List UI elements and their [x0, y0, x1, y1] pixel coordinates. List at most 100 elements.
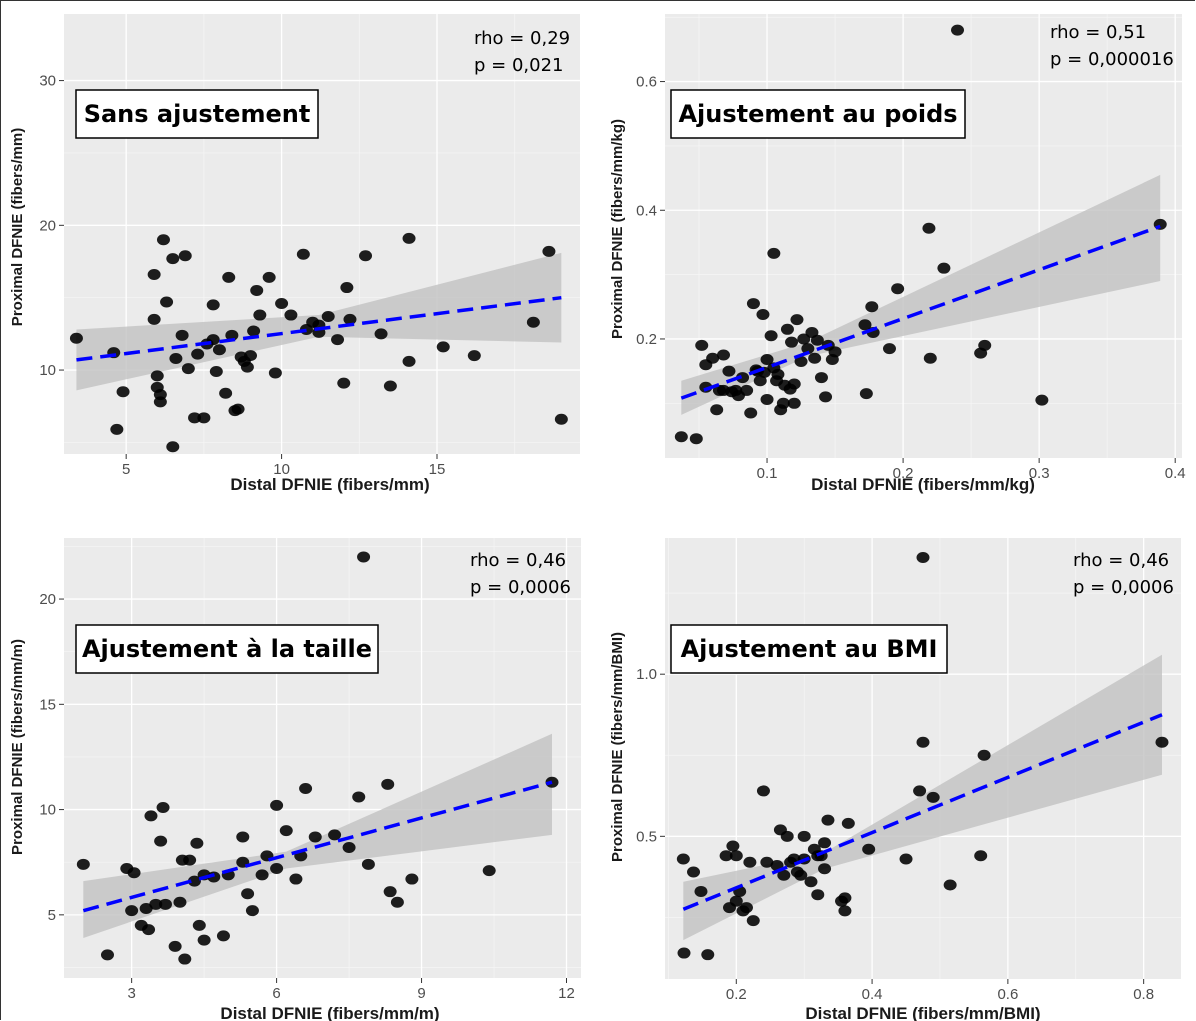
data-point [125, 905, 139, 917]
data-point [342, 841, 356, 853]
y-tick-label: 10 [39, 362, 56, 379]
data-point [110, 423, 124, 435]
data-point [212, 344, 226, 356]
panel-ajustement-bmi: 0.2 0.4 0.6 0.8 0.5 1.0 Ajustement au BMI rho =… [609, 538, 1181, 1021]
title-box [75, 89, 319, 139]
data-point [245, 905, 259, 917]
data-point [862, 843, 876, 855]
x-tick-label: 10 [273, 461, 290, 478]
data-point [279, 825, 293, 837]
data-point [361, 858, 375, 870]
data-point [794, 355, 808, 367]
data-point [951, 24, 965, 36]
data-point [818, 837, 832, 849]
data-point [270, 799, 284, 811]
data-point [719, 850, 733, 862]
p-value-stat: p = 0,021 [474, 55, 563, 76]
data-point [154, 835, 168, 847]
data-point [554, 413, 568, 425]
data-point [787, 397, 801, 409]
data-point [771, 368, 785, 380]
x-tick-label: 0.4 [1165, 465, 1186, 482]
data-point [236, 831, 250, 843]
y-axis-label: Proximal DFNIE (fibers/mm/BMI) [609, 632, 626, 862]
data-point [710, 404, 724, 416]
data-point [777, 869, 791, 881]
data-point [760, 354, 774, 366]
data-point [780, 830, 794, 842]
data-point [216, 930, 230, 942]
data-point [436, 341, 450, 353]
data-point [308, 831, 322, 843]
data-point [175, 329, 189, 341]
data-point [706, 352, 720, 364]
data-point [209, 366, 223, 377]
data-point [247, 325, 261, 337]
data-point [158, 898, 172, 910]
x-tick-label: 0.3 [1029, 465, 1050, 482]
panel-title: Ajustement au poids [678, 100, 957, 128]
data-point [899, 853, 913, 865]
data-point [726, 840, 740, 852]
panel-title: Ajustement à la taille [82, 635, 372, 663]
data-point [858, 319, 872, 331]
data-point [127, 867, 141, 879]
data-point [168, 940, 182, 952]
data-point [943, 879, 957, 891]
data-point [922, 222, 936, 234]
data-point [838, 892, 852, 904]
data-point [390, 896, 404, 908]
data-point [219, 387, 233, 399]
data-point [882, 343, 896, 355]
data-point [801, 343, 815, 355]
data-point [359, 250, 373, 262]
data-point [674, 431, 688, 443]
data-point [337, 377, 351, 389]
x-tick-label: 0.2 [726, 986, 747, 1003]
data-point [149, 898, 163, 910]
data-point [740, 384, 754, 396]
y-tick-label: 0.4 [636, 202, 657, 219]
data-point [818, 863, 832, 875]
data-point [383, 380, 397, 392]
p-value-stat: p = 0,000016 [1050, 49, 1174, 70]
y-tick-label: 10 [39, 802, 56, 819]
rho-stat: rho = 0,51 [1050, 22, 1146, 43]
data-point [526, 316, 540, 328]
data-point [197, 934, 211, 946]
data-point [156, 234, 170, 246]
data-point [717, 349, 731, 361]
data-point [729, 895, 743, 907]
data-point [787, 378, 801, 390]
data-point [192, 919, 206, 931]
data-point [284, 309, 298, 321]
data-point [810, 334, 824, 346]
title-box [670, 624, 948, 674]
data-point [819, 391, 833, 403]
data-point [222, 271, 236, 283]
data-point [797, 830, 811, 842]
data-point [739, 902, 753, 914]
data-point [780, 323, 794, 335]
panel-title: Sans ajustement [84, 100, 311, 128]
confidence-band [83, 733, 553, 938]
y-tick-label: 0.2 [636, 331, 657, 348]
x-tick-label: 9 [417, 985, 425, 1002]
data-point [116, 386, 130, 398]
data-point [467, 350, 481, 362]
data-point [240, 361, 254, 373]
data-point [255, 869, 269, 881]
rho-stat: rho = 0,46 [470, 550, 566, 571]
data-point [169, 352, 183, 364]
data-point [797, 333, 811, 345]
title-box [75, 624, 379, 674]
data-point [197, 412, 211, 424]
y-tick-label: 5 [48, 907, 56, 924]
data-point [794, 869, 808, 881]
data-point [173, 896, 187, 908]
data-point [790, 314, 804, 326]
data-point [100, 949, 114, 961]
regression-line [82, 780, 553, 913]
panel-ajustement-poids: 0.1 0.2 0.3 0.4 0.2 0.4 0.6 Ajustement au poids… [609, 14, 1186, 494]
x-axis-label: Distal DFNIE (fibers/mm/BMI) [805, 1004, 1040, 1021]
